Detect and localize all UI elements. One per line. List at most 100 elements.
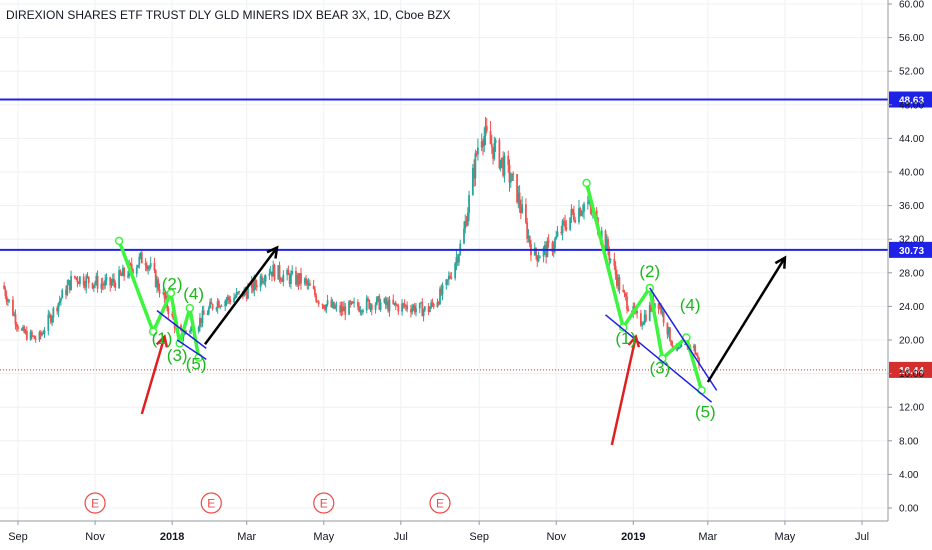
candle-body <box>70 275 72 290</box>
y-tick-label: 32.00 <box>899 235 924 246</box>
candle-body <box>535 248 537 256</box>
candle-body <box>144 263 147 266</box>
trend-channel-line[interactable] <box>176 339 207 360</box>
wave-label[interactable]: (1) <box>615 329 636 348</box>
price-axis[interactable]: 0.00 4.00 8.00 12.00 16.00 20.00 24.00 28.00 32.… <box>887 0 924 521</box>
candle-body <box>684 344 687 346</box>
candle-body <box>636 311 639 314</box>
candle-body <box>428 307 431 313</box>
candle-body <box>519 206 522 214</box>
candle-body <box>110 282 113 286</box>
candle-body <box>423 306 426 311</box>
wave-pivot-point[interactable] <box>185 303 195 313</box>
candle-body <box>57 303 60 312</box>
candle-body <box>404 305 407 307</box>
candle-body <box>200 317 203 324</box>
wave-drawings[interactable]: (1) (2) (3) (4) (5) (1) (2) (3) (4) (5) <box>114 178 787 446</box>
candle-body <box>362 310 364 313</box>
earnings-marker[interactable] <box>313 492 335 514</box>
candle-body <box>224 301 227 307</box>
candle-body <box>8 299 11 301</box>
y-tick-label: 16.00 <box>899 369 924 380</box>
wave-label[interactable]: (5) <box>695 402 716 421</box>
candle-body <box>379 302 382 310</box>
earnings-marker[interactable] <box>84 492 106 514</box>
candle-body <box>542 247 545 257</box>
candle-body <box>217 301 220 308</box>
wave-pivot-point[interactable] <box>697 386 706 395</box>
candle-body <box>383 298 386 303</box>
wave-label[interactable]: (2) <box>639 262 660 281</box>
wave-pivot-point[interactable] <box>114 236 124 246</box>
candle-body <box>20 328 23 331</box>
wave-pivot-point[interactable] <box>148 327 158 336</box>
arrow-shaft <box>610 336 638 446</box>
projection-arrow-2019[interactable] <box>706 255 787 383</box>
candle-body <box>43 330 46 334</box>
candle-body <box>527 235 530 239</box>
candle-body <box>600 230 603 239</box>
candle-body <box>626 296 628 310</box>
candle-body <box>512 173 515 175</box>
wave-label[interactable]: (2) <box>162 275 183 294</box>
candle-body <box>307 283 310 285</box>
candle-body <box>104 280 107 286</box>
earnings-marker[interactable] <box>200 492 222 514</box>
elliott-wave-2019[interactable] <box>584 182 704 391</box>
candle-body <box>447 275 450 280</box>
candle-body <box>367 298 369 300</box>
candle-body <box>679 347 681 349</box>
candle-body <box>132 269 134 274</box>
candle-body <box>569 217 572 230</box>
price-candles <box>3 117 700 369</box>
candle-body <box>41 333 43 336</box>
horizontal-levels[interactable]: 48.63 30.73 16.44 <box>0 91 932 378</box>
candle-body <box>537 258 540 262</box>
candle-body <box>118 270 120 289</box>
wave-pivot-point[interactable] <box>166 288 176 298</box>
candle-body <box>458 254 460 263</box>
candle-body <box>658 305 661 309</box>
trend-channel-line[interactable] <box>649 287 718 391</box>
signal-arrow-2019[interactable] <box>610 334 641 446</box>
time-axis[interactable]: Sep Nov 2018 Mar May Jul Sep Nov 2019 Mar May Jul <box>0 520 888 543</box>
candle-body <box>556 231 559 237</box>
wave-label[interactable]: (3) <box>649 359 670 378</box>
candle-body <box>439 288 441 305</box>
candle-body <box>317 301 320 305</box>
wave-label[interactable]: (4) <box>183 285 204 304</box>
x-tick-label: Nov <box>546 531 566 543</box>
candle-body <box>206 313 209 315</box>
candle-body <box>201 310 204 324</box>
candle-body <box>605 239 608 250</box>
elliott-wave-2018[interactable] <box>117 240 201 358</box>
trend-channel-line[interactable] <box>156 310 207 349</box>
earnings-marker[interactable] <box>429 492 451 514</box>
y-tick-label: 36.00 <box>899 201 924 212</box>
signal-arrow-2018[interactable] <box>140 334 169 415</box>
wave-label[interactable]: (3) <box>167 346 188 365</box>
wave-label[interactable]: (1) <box>152 329 173 348</box>
candle-body <box>148 266 151 268</box>
candle-body <box>315 295 318 302</box>
candle-body <box>607 239 609 252</box>
wave-pivot-point[interactable] <box>582 178 591 188</box>
wave-label[interactable]: (5) <box>186 354 207 373</box>
candle-body <box>332 301 335 309</box>
candle-body <box>604 230 607 250</box>
trend-channel-line[interactable] <box>605 314 713 403</box>
projection-arrow-2018[interactable] <box>203 245 279 345</box>
earnings-marker-label: E <box>320 497 328 511</box>
candle-body <box>477 147 479 155</box>
candle-body <box>492 147 494 159</box>
candle-body <box>245 292 248 299</box>
x-tick-label: Mar <box>237 531 256 543</box>
wave-label[interactable]: (4) <box>680 296 701 315</box>
candle-body <box>468 195 470 214</box>
x-tick-label: May <box>775 531 796 543</box>
level-price-badge <box>889 361 932 378</box>
candle-body <box>278 265 281 279</box>
candle-body <box>12 299 14 316</box>
